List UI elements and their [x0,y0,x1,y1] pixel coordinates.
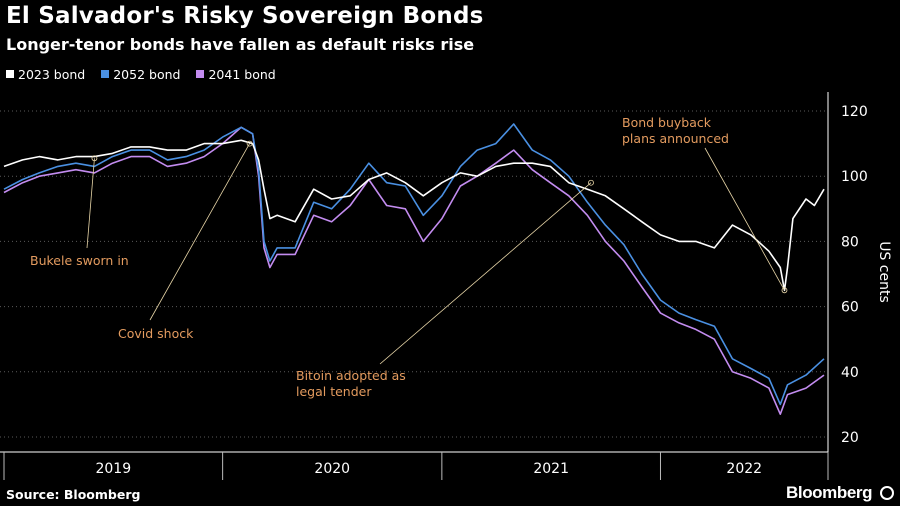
source-note: Source: Bloomberg [6,487,141,502]
legend: 2023 bond 2052 bond 2041 bond [6,66,292,82]
annotation-label: Bond buyback plans announced [622,115,729,146]
legend-item-2041-bond: 2041 bond [196,66,276,82]
chart-subtitle: Longer-tenor bonds have fallen as defaul… [6,35,475,54]
annotation-leader-line [704,147,785,291]
series-line-2052-bond [3,123,825,406]
annotation-leader-line [86,158,95,249]
series-line-2023-bond [3,139,825,292]
grid-lines [0,110,828,438]
y-tick-label: 60 [841,300,859,316]
y-tick-label: 20 [841,430,859,446]
annotation-leader-line [379,182,592,365]
annotation-marker [246,140,253,147]
legend-item-2052-bond: 2052 bond [101,67,180,82]
x-tick-label: 2022 [726,461,762,477]
y-tick-label: 120 [841,104,868,120]
series-lines [3,123,825,416]
annotation-label: Covid shock [118,326,194,341]
brand-mark-icon [880,486,894,500]
y-tick-label: 40 [841,365,859,381]
legend-label-2041-bond: 2041 bond [208,66,276,82]
y-tick-label: 80 [841,234,859,250]
x-tick-label: 2020 [314,461,350,477]
series-line-2041-bond [3,126,825,416]
y-axis-label: US cents [876,241,892,303]
annotations: Bukele sworn in Covid shock Bitoin adopted… [30,115,788,399]
x-tick-label: 2019 [95,461,131,477]
x-tick-label: 2021 [533,461,569,477]
annotation-marker [91,155,98,162]
y-tick-label: 100 [841,169,868,185]
annotation-label: Bitoin adopted as legal tender [296,368,406,399]
axes: 20 40 60 80 100 120 2019 2020 2021 2022 [0,92,868,480]
annotation-marker [588,179,594,186]
legend-item-2023-bond: 2023 bond [6,67,85,82]
bloomberg-logo: Bloomberg [786,483,873,502]
legend-swatch-2023-bond [6,70,14,78]
legend-label-2023-bond: 2023 bond [18,66,86,82]
legend-swatch-2041-bond [196,70,205,78]
annotation-marker [781,287,788,294]
legend-swatch-2052-bond [101,70,110,78]
legend-label-2052-bond: 2052 bond [113,66,181,82]
annotation-label: Bukele sworn in [30,253,129,268]
annotation-leader-line [149,143,250,321]
chart-title: El Salvador's Risky Sovereign Bonds [6,3,484,29]
